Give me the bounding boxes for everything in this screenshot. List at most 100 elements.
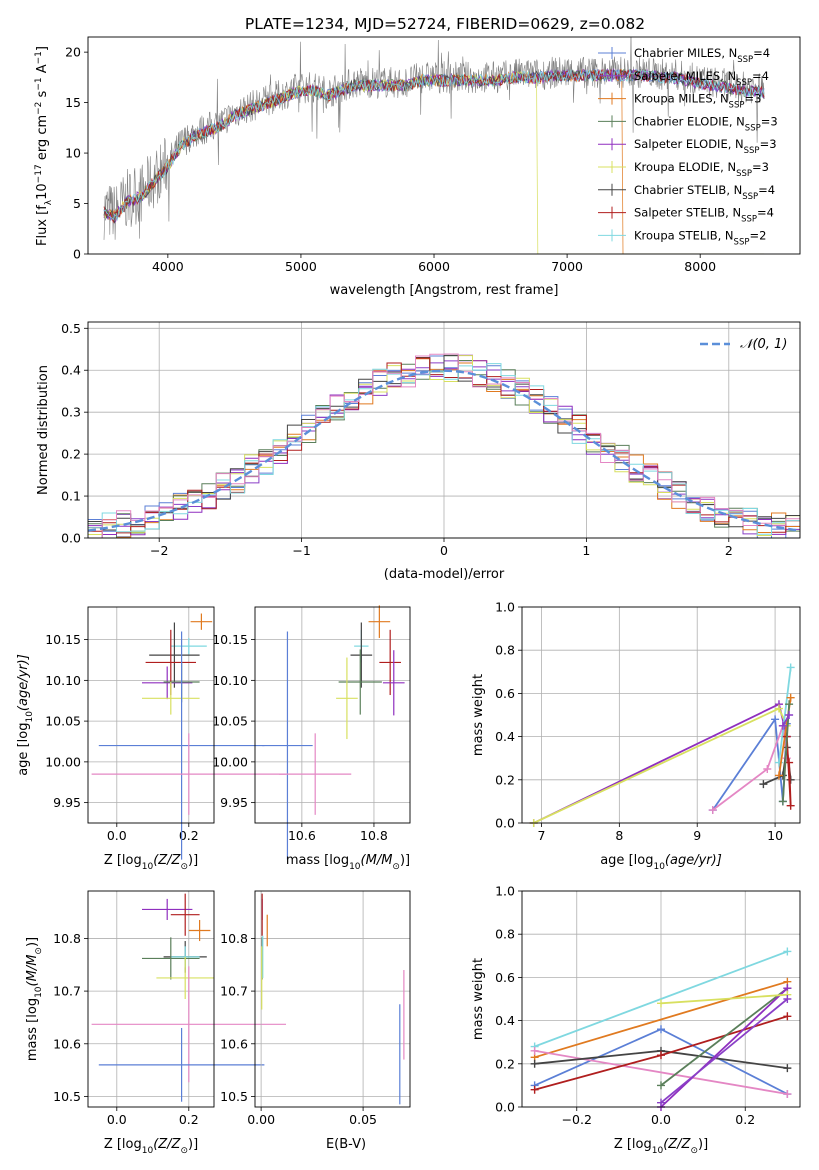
label-fragment: λ <box>44 199 54 205</box>
massweight_vs_Z-frame <box>521 890 801 1108</box>
y-tick-label: 9.95 <box>53 795 81 810</box>
label-fragment: =4 <box>752 69 769 83</box>
mass-weight-ylabel: mass weight <box>471 958 486 1040</box>
histogram-series <box>88 355 800 538</box>
x-tick-label: 0.2 <box>179 828 199 843</box>
mass-weight-marker <box>783 947 792 956</box>
label-fragment: Z [log <box>104 1137 142 1152</box>
mass-weight-marker <box>782 754 791 763</box>
mass-weight-line <box>712 725 788 811</box>
y-tick-label: 0.0 <box>495 1100 515 1115</box>
label-fragment: =3 <box>752 160 769 174</box>
y-tick-label: 10.10 <box>45 673 81 688</box>
histogram-series <box>88 355 800 538</box>
label-fragment: =3 <box>744 92 761 106</box>
spectrum-frame <box>87 36 801 255</box>
x-tick-label: 8 <box>615 828 623 843</box>
x-tick-label: −2 <box>150 543 168 558</box>
mass-weight-marker <box>774 704 783 713</box>
histogram-series <box>88 355 800 538</box>
label-fragment: Chabrier MILES, N <box>634 46 737 60</box>
label-fragment: =2 <box>749 228 766 242</box>
mass-weight-marker <box>657 999 665 1008</box>
age_vs_mass-points <box>262 605 405 860</box>
mass-ylabel: mass [log10(M/M⊙)] <box>25 937 44 1061</box>
mass-weight-marker <box>657 1081 665 1090</box>
y-tick-label: 10.6 <box>53 1036 81 1051</box>
x-tick-label: 0.2 <box>735 1112 755 1127</box>
label-fragment: −2 <box>34 102 44 115</box>
y-tick-label: 10.15 <box>212 632 248 647</box>
mass-weight-marker <box>783 1012 792 1021</box>
mass-weight-marker <box>786 801 795 810</box>
label-fragment: Chabrier ELODIE, N <box>634 114 745 128</box>
y-tick-label: 15 <box>65 95 81 110</box>
y-tick-label: 10.10 <box>212 673 248 688</box>
legend-entry: Salpeter MILES, NSSP=4 <box>634 69 769 88</box>
mass-weight-marker <box>783 995 792 1003</box>
mass-weight-line <box>660 987 788 1087</box>
label-fragment: SSP <box>741 215 757 225</box>
x-tick-label: 10.8 <box>360 828 388 843</box>
label-fragment: )] <box>400 853 410 868</box>
legend-entry: Salpeter ELODIE, NSSP=3 <box>634 137 777 156</box>
legend-entry: Kroupa MILES, NSSP=3 <box>634 92 761 111</box>
massweight_vs_Z-axes: −0.2 0.0 0.2 0.0 0.2 0.4 0.6 0.8 1.0 <box>495 884 800 1127</box>
y-tick-label: 0.4 <box>495 1013 515 1028</box>
label-fragment: Kroupa STELIB, N <box>634 228 734 242</box>
age_vs_mass-axes: 10.6 10.8 9.95 10.00 10.05 10.10 10.15 <box>212 607 410 843</box>
label-fragment: SSP <box>736 78 752 88</box>
label-fragment: 10 <box>142 862 154 872</box>
label-fragment: =3 <box>760 137 777 151</box>
mass-weight-line <box>660 987 789 1108</box>
x-tick-label: 0.0 <box>651 1112 671 1127</box>
y-tick-label: 0 <box>73 247 81 262</box>
mass_vs_ebv-frame <box>254 890 411 1108</box>
label-fragment: SSP <box>729 101 745 111</box>
age-mass-xlabel: mass [log10(M/M⊙)] <box>286 853 410 872</box>
mass-weight-marker <box>708 806 717 815</box>
label-fragment: ⊙ <box>180 1146 188 1156</box>
legend-entry: Kroupa ELODIE, NSSP=3 <box>634 160 769 179</box>
y-tick-label: 0.2 <box>495 772 515 787</box>
label-fragment: SSP <box>745 123 761 133</box>
histogram-series <box>88 357 800 534</box>
x-tick-label: 9 <box>693 828 701 843</box>
label-fragment: (Z/Z <box>153 853 181 868</box>
y-tick-label: 10.8 <box>53 931 81 946</box>
mw-z-xlabel: Z [log10(Z/Z⊙)] <box>614 1137 708 1156</box>
spectrum-ylabel: Flux [fλ10−17 erg cm−2 s−1 A−1] <box>34 46 54 246</box>
y-tick-label: 10.7 <box>53 984 81 999</box>
y-tick-label: 0.6 <box>495 970 515 985</box>
mass_vs_Z-frame <box>87 890 215 1108</box>
mass-weight-marker <box>657 1098 665 1107</box>
legend-entry: 𝒩(0, 1) <box>740 337 787 352</box>
age_vs_mass-frame <box>254 606 411 824</box>
x-tick-label: 7000 <box>551 259 583 274</box>
label-fragment: Flux [f <box>35 205 50 246</box>
x-tick-label: 4000 <box>152 259 184 274</box>
legend-entry: Chabrier ELODIE, NSSP=3 <box>634 114 778 133</box>
label-fragment: Chabrier STELIB, N <box>634 183 742 197</box>
massweight_vs_Z-series <box>530 947 792 1111</box>
mass-weight-marker <box>785 711 794 719</box>
label-fragment: SSP <box>737 55 753 65</box>
label-fragment: )] <box>25 937 40 947</box>
label-fragment: ⊙ <box>690 1146 698 1156</box>
mass-weight-marker <box>759 780 768 789</box>
label-fragment: =4 <box>757 206 774 220</box>
x-tick-label: 5000 <box>285 259 317 274</box>
label-fragment: =3 <box>761 114 778 128</box>
label-fragment: =4 <box>753 46 770 60</box>
model-spectrum-line <box>103 70 765 254</box>
x-tick-label: 0 <box>440 543 448 558</box>
y-tick-label: 9.95 <box>220 795 248 810</box>
mass_vs_ebv-points <box>261 893 405 1105</box>
x-tick-label: 8000 <box>684 259 716 274</box>
age-z-xlabel: Z [log10(Z/Z⊙)] <box>104 853 198 872</box>
histogram-series <box>88 354 800 538</box>
x-tick-label: 0.0 <box>107 1112 127 1127</box>
label-fragment: 10 <box>142 1146 154 1156</box>
